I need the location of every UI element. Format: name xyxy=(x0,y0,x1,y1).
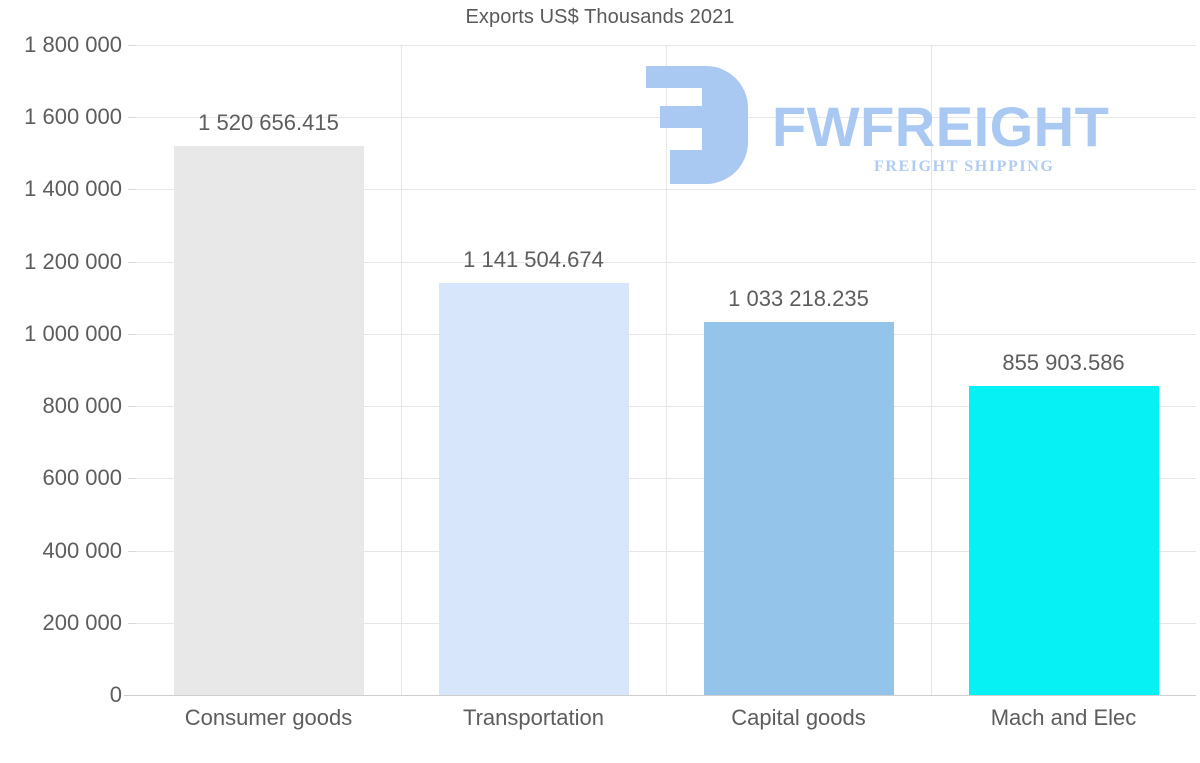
y-axis-tick-label: 1 800 000 xyxy=(24,32,122,57)
bar[interactable] xyxy=(173,145,364,695)
y-tick-mark xyxy=(128,189,136,191)
y-axis-tick-label: 400 000 xyxy=(42,537,122,563)
y-axis-tick-label: 1 400 000 xyxy=(24,176,122,202)
y-tick-mark xyxy=(128,45,136,46)
bar[interactable] xyxy=(968,385,1159,695)
y-axis-tick-label: 1 000 000 xyxy=(24,320,122,346)
x-axis-line xyxy=(124,695,1196,696)
bar-value-label: 1 033 218.235 xyxy=(728,285,869,311)
gridline-vertical xyxy=(666,45,667,695)
y-tick-mark xyxy=(128,550,136,552)
y-tick-mark xyxy=(128,117,136,119)
y-axis-tick-label: 200 000 xyxy=(42,609,122,635)
bar[interactable] xyxy=(438,282,629,695)
y-tick-mark xyxy=(128,261,136,263)
bar[interactable] xyxy=(703,321,894,695)
chart-title: Exports US$ Thousands 2021 xyxy=(465,6,735,28)
y-axis-tick-label: 0 xyxy=(109,682,122,707)
gridline-vertical xyxy=(401,45,402,695)
y-tick-mark xyxy=(128,478,136,480)
x-axis-tick-label: Capital goods xyxy=(731,705,866,730)
x-axis-tick-label: Consumer goods xyxy=(184,705,353,730)
y-axis-tick-label: 1 600 000 xyxy=(24,104,122,130)
bar-value-label: 1 141 504.674 xyxy=(463,246,604,272)
x-axis-tick-label: Transportation xyxy=(462,705,605,730)
y-tick-mark xyxy=(128,622,136,624)
plot-area: 1 520 656.415 1 141 504.674 1 033 218.235 8… xyxy=(24,32,1196,730)
y-axis-tick-label: 600 000 xyxy=(42,465,122,491)
x-axis-tick-label: Mach and Elec xyxy=(990,705,1137,730)
bar-value-label: 1 520 656.415 xyxy=(198,109,339,135)
gridline-vertical xyxy=(931,45,932,695)
y-tick-mark xyxy=(128,406,136,408)
y-axis-tick-label: 800 000 xyxy=(42,393,122,419)
bar-value-label: 855 903.586 xyxy=(1002,349,1125,375)
y-axis-tick-label: 1 200 000 xyxy=(24,248,122,274)
y-tick-mark xyxy=(128,333,136,335)
